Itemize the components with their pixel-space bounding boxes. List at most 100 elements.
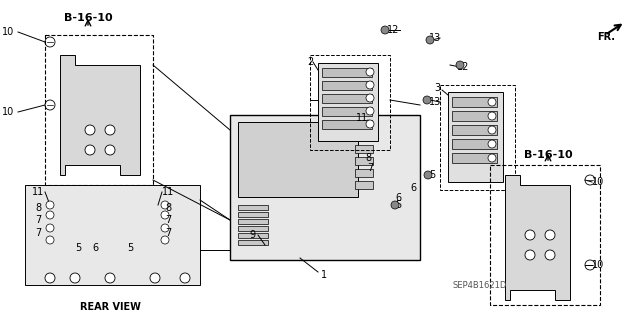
Text: B-16-10: B-16-10 — [64, 13, 112, 23]
Text: 13: 13 — [429, 33, 441, 43]
Text: 1: 1 — [321, 270, 327, 280]
Circle shape — [525, 230, 535, 240]
Text: 12: 12 — [387, 25, 399, 35]
Text: 7: 7 — [165, 215, 171, 225]
Text: REAR VIEW: REAR VIEW — [79, 302, 140, 312]
Text: 8: 8 — [165, 203, 171, 213]
Text: B-16-10: B-16-10 — [524, 150, 572, 160]
Text: 6: 6 — [410, 183, 416, 193]
Circle shape — [488, 126, 496, 134]
Text: 5: 5 — [127, 243, 133, 253]
Bar — [45, 35, 153, 185]
Bar — [452, 139, 497, 149]
Circle shape — [366, 68, 374, 76]
Bar — [452, 125, 497, 135]
Text: 6: 6 — [395, 193, 401, 203]
Bar — [322, 107, 372, 116]
Circle shape — [424, 171, 432, 179]
Bar — [355, 157, 373, 165]
Bar — [238, 240, 268, 245]
Text: 11: 11 — [162, 187, 174, 197]
Bar — [238, 205, 268, 210]
Circle shape — [46, 236, 54, 244]
Circle shape — [488, 112, 496, 120]
Bar — [490, 165, 600, 305]
Bar — [25, 185, 200, 285]
Bar — [310, 55, 390, 150]
Text: 10: 10 — [592, 260, 604, 270]
Bar — [452, 111, 497, 121]
Circle shape — [46, 224, 54, 232]
Text: 6: 6 — [92, 243, 98, 253]
Text: 7: 7 — [35, 215, 41, 225]
Circle shape — [45, 273, 55, 283]
Text: 10: 10 — [2, 107, 14, 117]
Bar — [452, 97, 497, 107]
Text: 5: 5 — [75, 243, 81, 253]
Circle shape — [161, 236, 169, 244]
Circle shape — [180, 273, 190, 283]
Circle shape — [545, 230, 555, 240]
Bar — [238, 233, 268, 238]
Circle shape — [161, 211, 169, 219]
Text: 7: 7 — [35, 228, 41, 238]
Bar — [452, 153, 497, 163]
Bar — [238, 226, 268, 231]
Circle shape — [488, 154, 496, 162]
Circle shape — [488, 140, 496, 148]
Circle shape — [366, 81, 374, 89]
Circle shape — [70, 273, 80, 283]
Bar — [322, 120, 372, 129]
Text: 12: 12 — [457, 62, 469, 72]
Circle shape — [46, 211, 54, 219]
Text: FR.: FR. — [597, 32, 615, 42]
Circle shape — [525, 250, 535, 260]
Circle shape — [366, 120, 374, 128]
Circle shape — [426, 36, 434, 44]
Circle shape — [161, 201, 169, 209]
Bar — [238, 122, 358, 197]
Text: 11: 11 — [32, 187, 44, 197]
Text: 10: 10 — [2, 27, 14, 37]
Circle shape — [150, 273, 160, 283]
Text: SEP4B1621D: SEP4B1621D — [453, 280, 507, 290]
Circle shape — [391, 201, 399, 209]
Bar — [318, 63, 378, 141]
Circle shape — [488, 98, 496, 106]
Text: 11: 11 — [356, 113, 368, 123]
Text: 5: 5 — [429, 170, 435, 180]
Text: 9: 9 — [249, 230, 255, 240]
Text: 10: 10 — [592, 177, 604, 187]
Circle shape — [85, 145, 95, 155]
Bar — [322, 68, 372, 77]
Circle shape — [545, 250, 555, 260]
Circle shape — [161, 224, 169, 232]
Polygon shape — [60, 55, 140, 175]
Bar — [238, 212, 268, 217]
Text: 7: 7 — [367, 163, 373, 173]
Text: 2: 2 — [307, 57, 313, 67]
Bar — [355, 181, 373, 189]
Text: 8: 8 — [35, 203, 41, 213]
Text: 13: 13 — [429, 97, 441, 107]
Circle shape — [105, 145, 115, 155]
Bar — [322, 81, 372, 90]
Bar — [440, 85, 515, 190]
Bar — [448, 92, 503, 182]
Circle shape — [456, 61, 464, 69]
Bar — [355, 169, 373, 177]
Bar — [238, 219, 268, 224]
Bar — [355, 145, 373, 153]
Text: 3: 3 — [434, 83, 440, 93]
Circle shape — [366, 94, 374, 102]
Circle shape — [105, 273, 115, 283]
Text: 5: 5 — [395, 200, 401, 210]
Circle shape — [105, 125, 115, 135]
Bar — [322, 94, 372, 103]
Text: 8: 8 — [365, 153, 371, 163]
Circle shape — [85, 125, 95, 135]
Circle shape — [423, 96, 431, 104]
Circle shape — [366, 107, 374, 115]
Circle shape — [46, 201, 54, 209]
Text: 7: 7 — [165, 228, 171, 238]
